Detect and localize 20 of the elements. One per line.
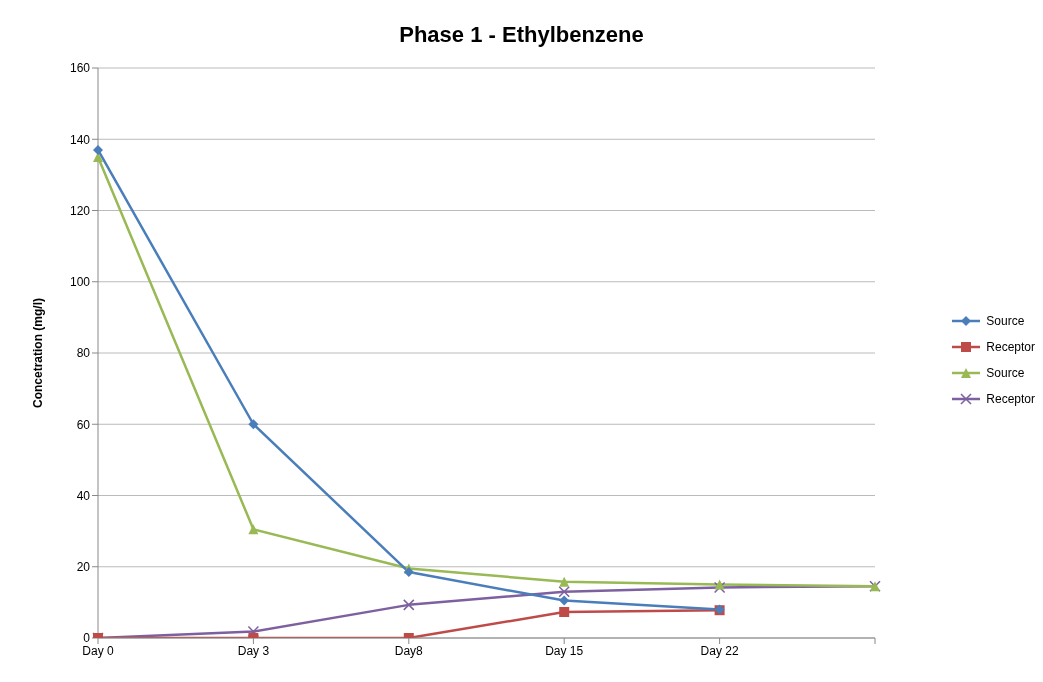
y-tick-label: 100: [69, 275, 91, 290]
chart-title: Phase 1 - Ethylbenzene: [398, 21, 645, 49]
x-tick-label: Day8: [394, 643, 424, 658]
x-tick-label: Day 0: [82, 643, 114, 658]
legend-label: Source: [986, 366, 1025, 380]
y-axis-title: Concetration (mg/l): [31, 298, 46, 408]
y-tick-label: 60: [76, 417, 91, 432]
legend-label: Receptor: [986, 340, 1035, 354]
x-tick-label: Day 15: [545, 643, 584, 658]
y-tick-label: 140: [69, 132, 91, 147]
legend-label: Source: [986, 314, 1025, 328]
y-tick-label: 160: [69, 61, 91, 76]
legend-label: Receptor: [986, 392, 1035, 406]
y-tick-label: 40: [76, 488, 91, 503]
x-tick-label: Day 3: [237, 643, 270, 658]
y-tick-label: 120: [69, 203, 91, 218]
x-tick-label: Day 22: [700, 643, 739, 658]
y-tick-label: 80: [76, 346, 91, 361]
y-tick-label: 0: [83, 631, 91, 646]
y-tick-label: 20: [76, 560, 91, 575]
